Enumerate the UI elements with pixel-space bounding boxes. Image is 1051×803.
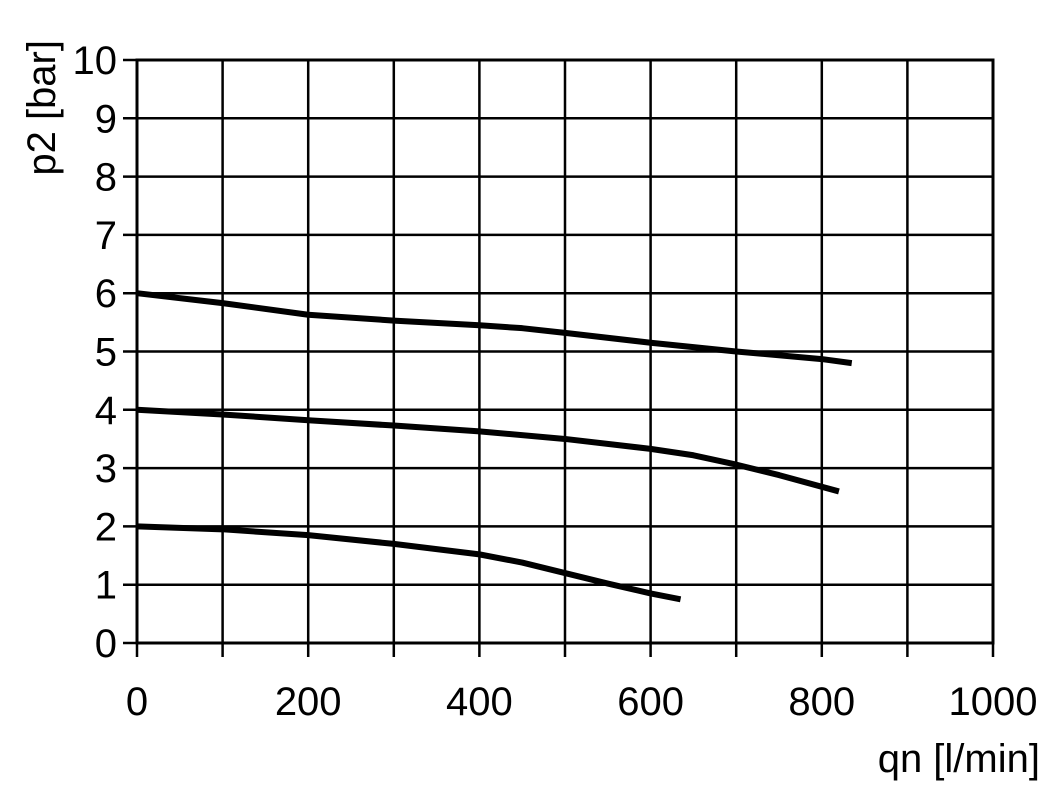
series-line-1: [136, 290, 853, 367]
x-tick-labels: 0 200 400 600 800 1000: [126, 680, 1038, 724]
y-axis-title: p2 [bar]: [20, 40, 64, 176]
y-tick-labels: 0 1 2 3 4 5 6 7 8 9 10: [73, 39, 118, 666]
x-axis-title: qn [l/min]: [878, 737, 1040, 781]
series-line-2: [136, 406, 840, 495]
x-tick-label: 600: [617, 680, 684, 724]
y-tick-label: 6: [95, 272, 117, 316]
y-tick-label: 10: [73, 39, 118, 83]
x-tick-label: 400: [446, 680, 513, 724]
y-tick-label: 3: [95, 447, 117, 491]
x-tick-label: 800: [788, 680, 855, 724]
grid: [123, 58, 995, 657]
plot-frame: [135, 58, 995, 645]
y-tick-label: 4: [95, 389, 117, 433]
y-tick-label: 2: [95, 505, 117, 549]
x-tick-label: 0: [126, 680, 148, 724]
y-tick-label: 8: [95, 156, 117, 200]
series-group: [136, 290, 853, 603]
y-tick-label: 9: [95, 97, 117, 141]
y-tick-label: 1: [95, 564, 117, 608]
series-line-3: [136, 523, 682, 603]
x-tick-label: 1000: [949, 680, 1038, 724]
x-tick-label: 200: [275, 680, 342, 724]
y-tick-label: 0: [95, 622, 117, 666]
y-tick-label: 7: [95, 214, 117, 258]
y-tick-label: 5: [95, 331, 117, 375]
